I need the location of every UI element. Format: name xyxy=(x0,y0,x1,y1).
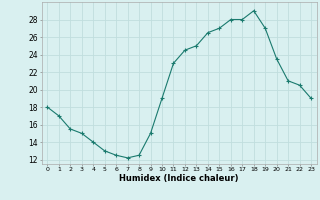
X-axis label: Humidex (Indice chaleur): Humidex (Indice chaleur) xyxy=(119,174,239,183)
